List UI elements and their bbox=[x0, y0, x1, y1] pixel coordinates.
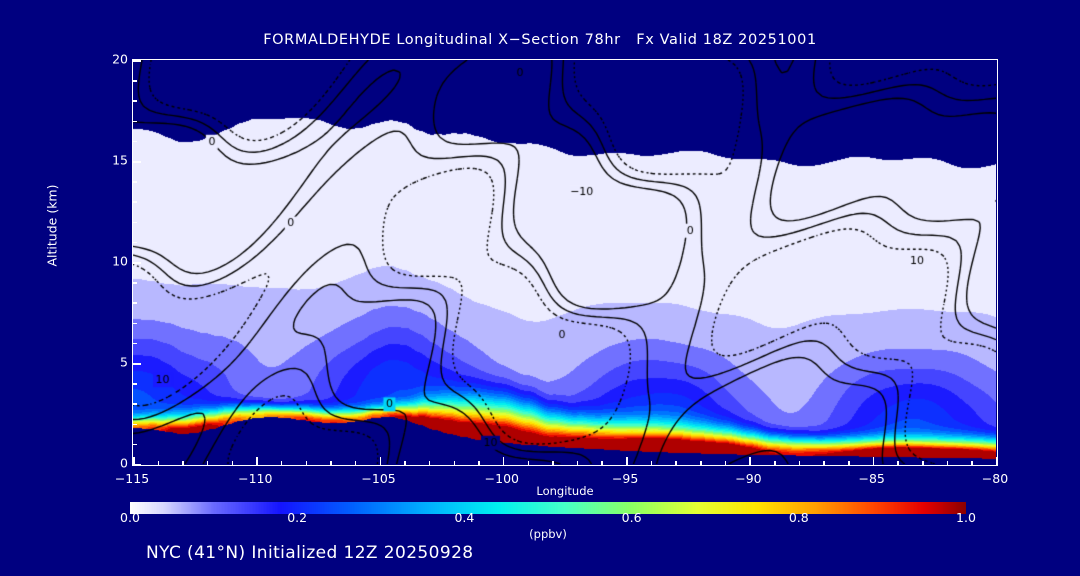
y-axis-minor-tick bbox=[133, 241, 137, 244]
x-axis-major-tick bbox=[626, 457, 628, 465]
colorbar-tick-label: 0.6 bbox=[621, 510, 642, 525]
contour-overlay bbox=[133, 60, 996, 464]
y-axis-minor-tick bbox=[133, 282, 137, 284]
y-axis-minor-tick bbox=[133, 443, 137, 446]
x-axis-minor-tick bbox=[650, 461, 653, 465]
y-axis-minor-tick bbox=[133, 80, 137, 82]
x-axis-major-tick bbox=[379, 457, 382, 465]
x-axis-minor-tick bbox=[527, 461, 529, 465]
x-axis-minor-tick bbox=[280, 461, 283, 465]
x-axis-tick-labels: −115 −110 −105 −100 −95 −90 −85 −80 bbox=[115, 471, 1008, 491]
x-axis-minor-tick bbox=[404, 461, 406, 465]
y-axis-major-tick bbox=[133, 464, 141, 465]
plot-area bbox=[132, 59, 998, 466]
y-axis-tick-label: 5 bbox=[120, 354, 128, 370]
colorbar-tick-label: 0.0 bbox=[120, 510, 140, 525]
x-axis-major-tick bbox=[996, 457, 997, 465]
x-axis-minor-tick bbox=[231, 461, 234, 465]
colorbar-unit-label: (ppbv) bbox=[529, 527, 567, 541]
page-title: FORMALDEHYDE Longitudinal X−Section 78hr… bbox=[263, 32, 817, 48]
x-axis-minor-tick bbox=[478, 461, 480, 465]
y-axis-tick-labels: 0 5 10 15 20 bbox=[84, 52, 128, 471]
y-axis-title: Altitude (km) bbox=[44, 184, 60, 267]
x-axis-minor-tick bbox=[823, 461, 825, 465]
x-axis-title: Longitude bbox=[536, 484, 594, 498]
y-axis-minor-tick bbox=[133, 120, 137, 123]
x-axis-minor-tick bbox=[453, 461, 456, 465]
colorbar-tick-label: 0.2 bbox=[287, 510, 308, 525]
x-axis-major-tick bbox=[502, 457, 505, 465]
x-axis-tick-label: −100 bbox=[484, 471, 520, 486]
x-axis-minor-tick bbox=[182, 461, 184, 465]
x-axis-minor-tick bbox=[354, 461, 357, 465]
x-axis-minor-tick bbox=[675, 461, 677, 465]
colorbar-tick-label: 0.4 bbox=[454, 510, 475, 525]
x-axis-major-tick bbox=[749, 457, 751, 465]
x-axis-tick-label: −90 bbox=[735, 471, 762, 486]
x-axis-minor-tick bbox=[552, 461, 554, 465]
y-axis-minor-tick bbox=[133, 383, 137, 385]
x-axis-tick-label: −85 bbox=[858, 471, 885, 486]
y-axis-minor-tick bbox=[133, 100, 137, 102]
y-axis-major-tick bbox=[133, 363, 141, 365]
x-axis-tick-label: −105 bbox=[361, 471, 396, 486]
x-axis-major-tick bbox=[256, 457, 258, 465]
x-axis-minor-tick bbox=[330, 461, 332, 465]
y-axis-tick-label: 0 bbox=[120, 455, 128, 471]
y-axis-tick-label: 20 bbox=[112, 51, 128, 67]
x-axis-minor-tick bbox=[576, 461, 579, 465]
x-axis-minor-tick bbox=[798, 461, 801, 465]
colorbar bbox=[130, 502, 966, 514]
x-axis-minor-tick bbox=[971, 461, 973, 465]
y-axis-tick-label: 10 bbox=[112, 253, 128, 269]
x-axis-minor-tick bbox=[157, 461, 160, 465]
y-axis-minor-tick bbox=[133, 423, 137, 426]
x-axis-minor-tick bbox=[305, 461, 308, 465]
y-axis-major-tick bbox=[133, 60, 141, 62]
y-axis-minor-tick bbox=[133, 302, 137, 304]
y-axis-minor-tick bbox=[133, 322, 137, 325]
y-axis-minor-tick bbox=[133, 221, 137, 224]
footer-caption: NYC (41°N) Initialized 12Z 20250928 bbox=[146, 543, 474, 563]
x-axis-tick-label: −115 bbox=[114, 471, 150, 486]
x-axis-minor-tick bbox=[946, 461, 949, 465]
x-axis-minor-tick bbox=[922, 461, 924, 465]
colorbar-tick-labels: 0.0 0.2 0.4 0.6 0.8 1.0 bbox=[120, 510, 976, 532]
x-axis-major-tick bbox=[872, 457, 875, 465]
y-axis-minor-tick bbox=[133, 342, 137, 345]
y-axis-major-tick bbox=[133, 161, 141, 163]
x-axis-tick-label: −95 bbox=[611, 471, 639, 486]
x-axis-tick-label: −80 bbox=[981, 471, 1009, 486]
x-axis-minor-tick bbox=[724, 461, 727, 465]
y-axis-minor-tick bbox=[133, 403, 137, 405]
x-axis-minor-tick bbox=[601, 461, 603, 465]
x-axis-minor-tick bbox=[700, 461, 702, 465]
colorbar-tick-label: 1.0 bbox=[956, 510, 976, 525]
x-axis-minor-tick bbox=[848, 461, 850, 465]
y-axis-major-tick bbox=[133, 262, 141, 264]
colorbar-gradient bbox=[130, 502, 966, 514]
y-axis-minor-tick bbox=[133, 201, 137, 203]
x-axis-tick-label: −110 bbox=[238, 471, 273, 486]
x-axis-minor-tick bbox=[897, 461, 899, 465]
x-axis-major-tick bbox=[133, 457, 135, 465]
x-axis-minor-tick bbox=[206, 461, 209, 465]
x-axis-minor-tick bbox=[428, 461, 431, 465]
colorbar-tick-label: 0.8 bbox=[788, 510, 809, 525]
y-axis-minor-tick bbox=[133, 181, 137, 183]
y-axis-minor-tick bbox=[133, 140, 137, 143]
y-axis-tick-label: 15 bbox=[112, 152, 128, 168]
x-axis-minor-tick bbox=[774, 461, 776, 465]
